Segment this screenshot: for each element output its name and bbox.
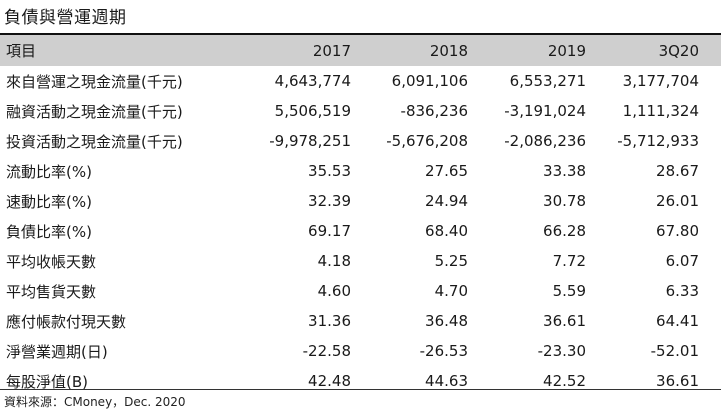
table-row: 速動比率(%) 32.39 24.94 30.78 26.01: [0, 186, 721, 216]
cell-2019: -23.30: [537, 342, 586, 360]
table-row: 淨營業週期(日) -22.58 -26.53 -23.30 -52.01: [0, 336, 721, 366]
row-label: 融資活動之現金流量(千元): [6, 102, 183, 121]
table-row: 來自營運之現金流量(千元) 4,643,774 6,091,106 6,553,…: [0, 66, 721, 96]
cell-2019: 7.72: [552, 252, 586, 270]
cell-2017: 4.18: [317, 252, 351, 270]
cell-2018: -836,236: [400, 102, 468, 120]
cell-2018: 4.70: [434, 282, 468, 300]
cell-2018: -26.53: [419, 342, 468, 360]
cell-2017: 69.17: [308, 222, 351, 240]
cell-2018: 44.63: [425, 372, 468, 390]
cell-3q20: 64.41: [656, 312, 699, 330]
cell-2018: 24.94: [425, 192, 468, 210]
table-bottom-divider: [0, 389, 721, 390]
header-2018: 2018: [429, 41, 468, 60]
table-row: 融資活動之現金流量(千元) 5,506,519 -836,236 -3,191,…: [0, 96, 721, 126]
cell-2019: -2,086,236: [504, 132, 586, 150]
table-row: 平均售貨天數 4.60 4.70 5.59 6.33: [0, 276, 721, 306]
cell-2017: 35.53: [308, 162, 351, 180]
row-label: 投資活動之現金流量(千元): [6, 132, 183, 151]
source-note: 資料來源：CMoney，Dec. 2020: [4, 395, 186, 409]
cell-2017: 4,643,774: [274, 72, 351, 90]
table-title: 負債與營運週期: [4, 8, 127, 28]
cell-2019: 36.61: [543, 312, 586, 330]
cell-3q20: 6.07: [665, 252, 699, 270]
row-label: 流動比率(%): [6, 162, 92, 181]
row-label: 淨營業週期(日): [6, 342, 108, 361]
cell-3q20: 1,111,324: [622, 102, 699, 120]
cell-3q20: 6.33: [665, 282, 699, 300]
cell-2019: 6,553,271: [509, 72, 586, 90]
cell-2018: 68.40: [425, 222, 468, 240]
header-2017: 2017: [312, 41, 351, 60]
cell-3q20: 36.61: [656, 372, 699, 390]
cell-3q20: -52.01: [650, 342, 699, 360]
table-row: 應付帳款付現天數 31.36 36.48 36.61 64.41: [0, 306, 721, 336]
row-label: 負債比率(%): [6, 222, 92, 241]
table-row: 負債比率(%) 69.17 68.40 66.28 67.80: [0, 216, 721, 246]
row-label: 速動比率(%): [6, 192, 92, 211]
cell-2019: 30.78: [543, 192, 586, 210]
table-row: 投資活動之現金流量(千元) -9,978,251 -5,676,208 -2,0…: [0, 126, 721, 156]
table-row: 每股淨值(B) 42.48 44.63 42.52 36.61: [0, 366, 721, 396]
cell-2018: 5.25: [434, 252, 468, 270]
header-2019: 2019: [547, 41, 586, 60]
cell-2017: -9,978,251: [269, 132, 351, 150]
cell-2019: -3,191,024: [504, 102, 586, 120]
cell-2018: 6,091,106: [391, 72, 468, 90]
header-item: 項目: [6, 42, 37, 60]
title-divider: [0, 33, 721, 35]
row-label: 平均收帳天數: [6, 252, 97, 271]
cell-2017: 31.36: [308, 312, 351, 330]
row-label: 平均售貨天數: [6, 282, 97, 301]
header-3q20: 3Q20: [658, 41, 699, 60]
cell-2019: 42.52: [543, 372, 586, 390]
cell-2018: 27.65: [425, 162, 468, 180]
cell-2019: 33.38: [543, 162, 586, 180]
cell-2017: 5,506,519: [274, 102, 351, 120]
row-label: 每股淨值(B): [6, 372, 88, 391]
cell-3q20: 26.01: [656, 192, 699, 210]
cell-2019: 66.28: [543, 222, 586, 240]
cell-2018: -5,676,208: [386, 132, 468, 150]
table-header-row: 項目 2017 2018 2019 3Q20: [0, 35, 721, 66]
cell-2017: 32.39: [308, 192, 351, 210]
table-row: 流動比率(%) 35.53 27.65 33.38 28.67: [0, 156, 721, 186]
cell-2017: 42.48: [308, 372, 351, 390]
financial-table: 項目 2017 2018 2019 3Q20 來自營運之現金流量(千元) 4,6…: [0, 35, 721, 396]
cell-3q20: 67.80: [656, 222, 699, 240]
row-label: 應付帳款付現天數: [6, 312, 127, 331]
cell-3q20: 3,177,704: [622, 72, 699, 90]
cell-3q20: -5,712,933: [617, 132, 699, 150]
row-label: 來自營運之現金流量(千元): [6, 72, 183, 91]
cell-2017: 4.60: [317, 282, 351, 300]
cell-2018: 36.48: [425, 312, 468, 330]
cell-2017: -22.58: [302, 342, 351, 360]
cell-2019: 5.59: [552, 282, 586, 300]
cell-3q20: 28.67: [656, 162, 699, 180]
table-row: 平均收帳天數 4.18 5.25 7.72 6.07: [0, 246, 721, 276]
